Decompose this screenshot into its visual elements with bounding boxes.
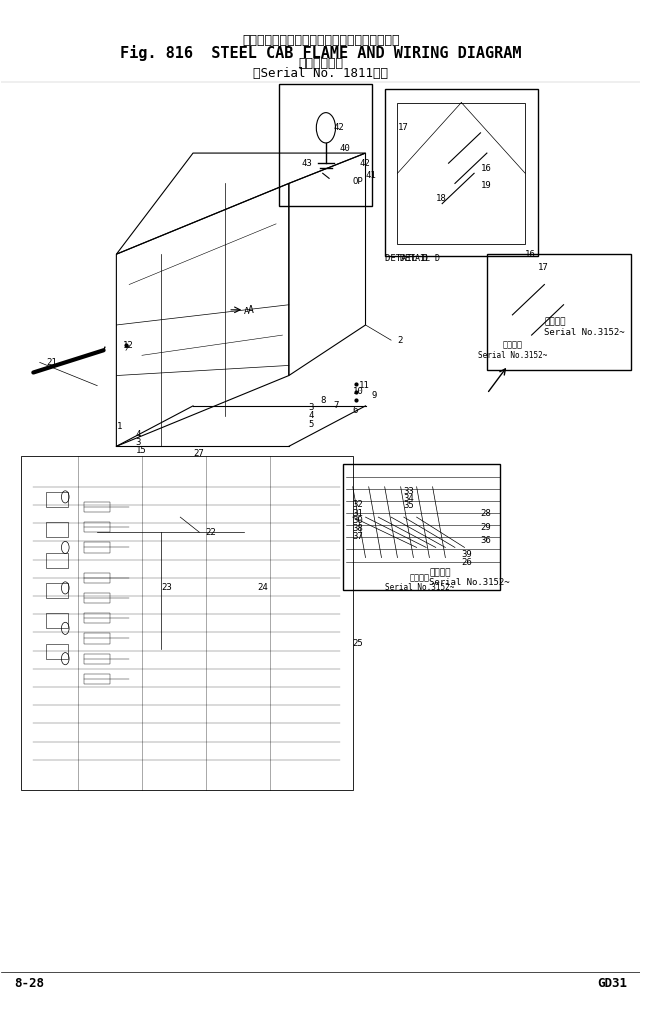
Text: 3: 3 — [135, 438, 141, 447]
Text: 34: 34 — [404, 495, 415, 503]
Text: 8: 8 — [321, 396, 326, 406]
Text: 適用号機: 適用号機 — [410, 573, 430, 582]
Bar — [46, 553, 69, 568]
Bar — [46, 522, 69, 537]
Bar — [46, 644, 69, 659]
Text: 15: 15 — [135, 446, 146, 455]
Text: DETAIL D: DETAIL D — [385, 254, 428, 263]
Bar — [280, 84, 372, 206]
Text: 18: 18 — [436, 194, 446, 203]
Text: 29: 29 — [481, 523, 491, 531]
Text: 11: 11 — [359, 381, 370, 390]
Text: （適用号機）: （適用号機） — [298, 57, 344, 70]
Text: 10: 10 — [353, 387, 364, 396]
Text: 33: 33 — [404, 488, 415, 496]
Text: 適用号機: 適用号機 — [430, 568, 451, 577]
Bar — [85, 674, 110, 684]
Text: （Serial No. 1811～）: （Serial No. 1811～） — [253, 67, 388, 80]
Text: 40: 40 — [340, 144, 351, 152]
Text: 24: 24 — [257, 583, 268, 592]
Text: DETAIL D: DETAIL D — [400, 255, 440, 264]
Bar — [385, 89, 538, 257]
Text: 42: 42 — [334, 124, 344, 132]
Bar — [343, 463, 499, 590]
Text: 41: 41 — [366, 170, 377, 179]
Bar — [46, 583, 69, 598]
Text: 17: 17 — [397, 124, 408, 132]
Bar — [46, 613, 69, 629]
Text: 23: 23 — [161, 583, 172, 592]
Bar — [85, 522, 110, 532]
Text: 31: 31 — [353, 509, 364, 517]
Text: 5: 5 — [308, 420, 313, 429]
Text: 2: 2 — [397, 336, 403, 345]
Bar — [85, 573, 110, 583]
Text: 42: 42 — [359, 158, 370, 167]
Text: 12: 12 — [123, 341, 133, 350]
Text: 30: 30 — [353, 516, 364, 524]
Text: 21: 21 — [46, 358, 57, 367]
Text: 25: 25 — [353, 639, 364, 648]
Text: 3: 3 — [308, 404, 313, 413]
Text: 8-28: 8-28 — [14, 977, 44, 991]
Text: 7: 7 — [334, 402, 339, 411]
Text: 26: 26 — [461, 558, 472, 567]
Bar — [85, 613, 110, 624]
Text: Serial No.3152~: Serial No.3152~ — [477, 351, 547, 360]
Text: 27: 27 — [193, 449, 204, 458]
Bar — [85, 542, 110, 553]
Bar — [85, 593, 110, 603]
Text: 43: 43 — [302, 158, 313, 167]
Text: 6: 6 — [353, 407, 358, 416]
Text: 22: 22 — [206, 527, 217, 536]
Bar — [85, 502, 110, 512]
Text: 4: 4 — [308, 412, 313, 421]
Text: 適用号機: 適用号機 — [503, 341, 522, 350]
Text: 36: 36 — [481, 535, 491, 545]
Text: 1: 1 — [116, 422, 122, 431]
Bar — [487, 255, 631, 370]
Text: 16: 16 — [481, 163, 491, 172]
Text: 35: 35 — [404, 502, 415, 510]
Bar — [21, 456, 353, 790]
Text: 9: 9 — [372, 391, 377, 401]
Text: Serial No.3152~: Serial No.3152~ — [544, 328, 625, 337]
Text: 4: 4 — [135, 430, 141, 439]
Text: Serial No.3152~: Serial No.3152~ — [430, 578, 510, 587]
Text: Fig. 816  STEEL CAB FLAME AND WIRING DIAGRAM: Fig. 816 STEEL CAB FLAME AND WIRING DIAG… — [120, 45, 521, 61]
Text: 32: 32 — [353, 501, 364, 509]
Bar — [46, 492, 69, 507]
Text: 38: 38 — [353, 524, 364, 532]
Text: 17: 17 — [538, 263, 549, 272]
Text: 39: 39 — [461, 550, 472, 559]
Text: スチール　キャブ　フレーム　および　配線図: スチール キャブ フレーム および 配線図 — [242, 33, 400, 47]
Bar — [85, 654, 110, 664]
Text: 28: 28 — [481, 509, 491, 517]
Text: A: A — [247, 305, 253, 314]
Text: A: A — [244, 307, 250, 316]
Bar — [85, 634, 110, 644]
Text: OP: OP — [353, 176, 364, 186]
Text: 適用号機: 適用号機 — [544, 317, 566, 327]
Text: Serial No.3152~: Serial No.3152~ — [385, 583, 454, 592]
Text: 19: 19 — [481, 180, 491, 190]
Text: 37: 37 — [353, 531, 364, 540]
Text: GD31: GD31 — [597, 977, 628, 991]
Text: 16: 16 — [525, 249, 536, 259]
